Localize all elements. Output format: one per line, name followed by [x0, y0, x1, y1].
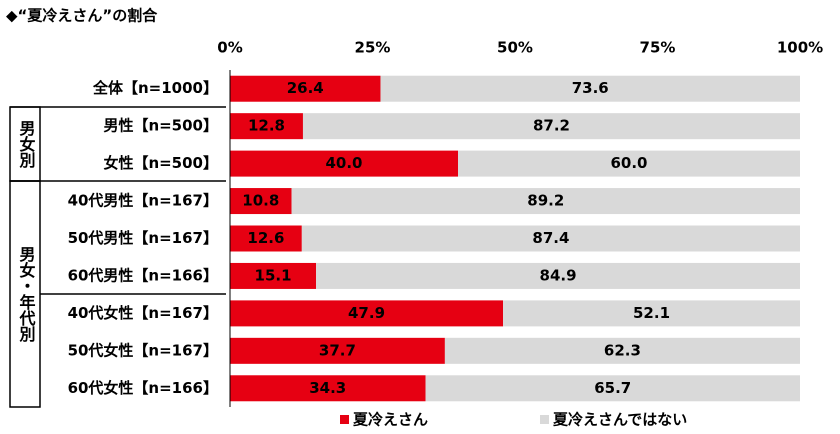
- value-label: 40.0: [325, 154, 362, 172]
- bar: [230, 262, 317, 289]
- bar: [230, 75, 381, 102]
- legend-swatch: [540, 415, 549, 424]
- y-tick-label: 40代男性【n=167】: [68, 192, 218, 210]
- chart-title: ◆“夏冷えさん”の割合: [6, 7, 158, 25]
- value-label: 87.4: [532, 229, 569, 247]
- bar: [301, 225, 800, 252]
- bar: [230, 188, 292, 215]
- bar: [230, 375, 426, 402]
- legend-label: 夏冷えさんではない: [552, 411, 687, 429]
- value-label: 52.1: [633, 304, 670, 322]
- value-label: 84.9: [540, 266, 577, 284]
- bar: [316, 262, 800, 289]
- bar: [302, 113, 800, 140]
- bar: [444, 337, 800, 364]
- value-label: 65.7: [594, 379, 631, 397]
- value-label: 62.3: [604, 341, 641, 359]
- x-tick-label: 75%: [640, 39, 676, 57]
- y-tick-label: 50代男性【n=167】: [68, 229, 218, 247]
- bar: [425, 375, 800, 402]
- value-label: 60.0: [610, 154, 647, 172]
- value-label: 12.8: [248, 117, 285, 135]
- value-label: 26.4: [287, 79, 324, 97]
- value-label: 10.8: [242, 192, 279, 210]
- x-tick-label: 100%: [777, 39, 823, 57]
- y-tick-label: 60代男性【n=166】: [68, 266, 218, 284]
- value-label: 34.3: [309, 379, 346, 397]
- x-tick-label: 25%: [355, 39, 391, 57]
- value-label: 12.6: [247, 229, 284, 247]
- bar: [503, 300, 800, 327]
- group-label: 男女別: [17, 120, 36, 169]
- bar: [230, 150, 458, 177]
- y-tick-label: 女性【n=500】: [103, 154, 218, 172]
- value-label: 89.2: [527, 192, 564, 210]
- y-tick-label: 50代女性【n=167】: [68, 341, 218, 359]
- bar: [230, 337, 445, 364]
- value-label: 15.1: [255, 266, 292, 284]
- value-label: 47.9: [348, 304, 385, 322]
- y-tick-label: 60代女性【n=166】: [68, 379, 218, 397]
- bar: [458, 150, 800, 177]
- legend-swatch: [340, 415, 349, 424]
- bar: [380, 75, 800, 102]
- bar: [230, 225, 302, 252]
- value-label: 87.2: [533, 117, 570, 135]
- bar: [230, 300, 504, 327]
- x-tick-label: 50%: [497, 39, 533, 57]
- bar: [230, 113, 303, 140]
- group-label: 男女・年代別: [17, 246, 37, 343]
- y-tick-label: 40代女性【n=167】: [68, 304, 218, 322]
- value-label: 37.7: [319, 341, 356, 359]
- value-label: 73.6: [572, 79, 609, 97]
- bar: [291, 188, 800, 215]
- y-tick-label: 男性【n=500】: [103, 117, 218, 135]
- y-tick-label: 全体【n=1000】: [92, 79, 218, 97]
- x-tick-label: 0%: [217, 39, 242, 57]
- legend-label: 夏冷えさん: [352, 411, 428, 429]
